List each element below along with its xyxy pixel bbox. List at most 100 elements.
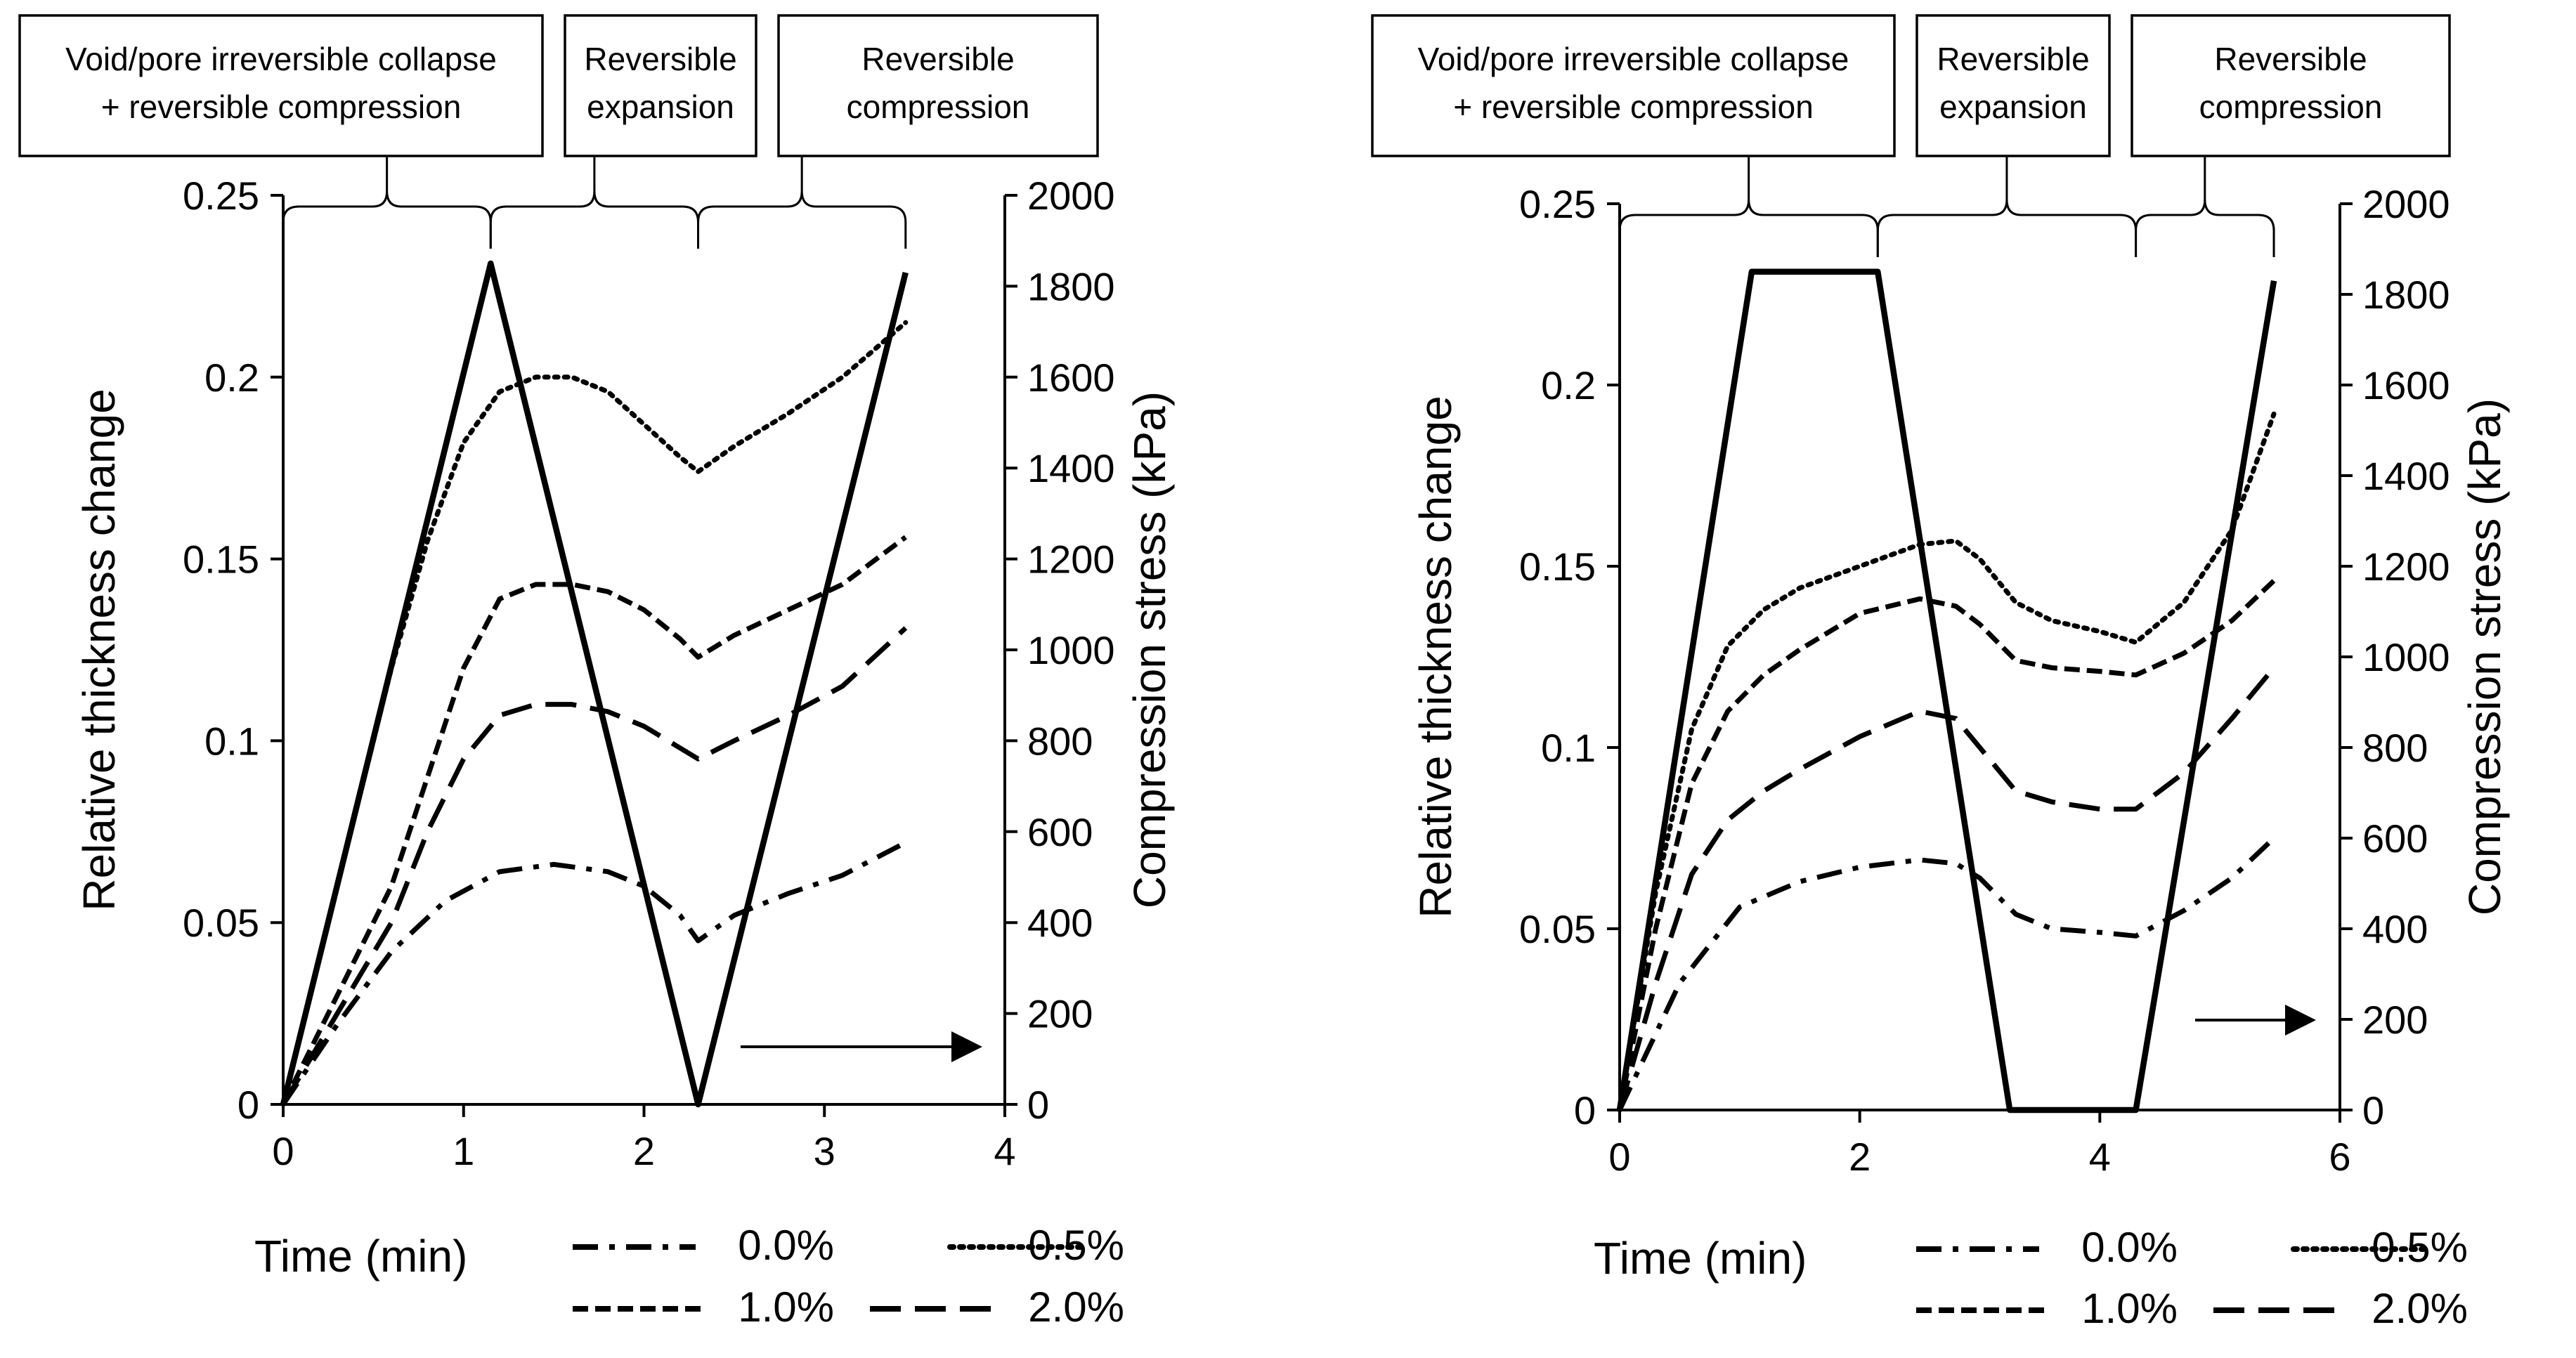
y-tick-label: 0.25 xyxy=(1519,182,1596,226)
phase-box xyxy=(1371,14,1896,157)
legend-label: 1.0% xyxy=(2081,1285,2178,1332)
phase-brace xyxy=(2135,199,2275,257)
series-line-10 xyxy=(280,535,907,1106)
y2-tick-label: 400 xyxy=(1027,901,1093,945)
y2-axis-title: Compression stress (kPa) xyxy=(2459,398,2510,915)
legend: 0.0% 0.5% 1.0% 2.0% xyxy=(573,1222,1124,1331)
y2-tick-label: 1600 xyxy=(2362,363,2450,407)
y2-tick-label: 1200 xyxy=(2362,544,2450,589)
phase-brace xyxy=(697,190,907,249)
y2-tick-label: 1600 xyxy=(1027,355,1115,400)
chart-panel-1: 0 1 2 3 400.050.10.150.20.250200400600800100… xyxy=(18,14,1175,1331)
phase-box xyxy=(777,14,1099,157)
y2-tick-label: 800 xyxy=(2362,726,2428,770)
legend-label: 2.0% xyxy=(1028,1284,1124,1331)
phase-label: compression xyxy=(847,89,1030,125)
y2-tick-label: 200 xyxy=(1027,992,1093,1036)
y-tick-label: 0.05 xyxy=(183,901,259,945)
series-line-20 xyxy=(1617,666,2276,1111)
legend-label: 0.5% xyxy=(2372,1224,2468,1271)
y-tick-label: 0.15 xyxy=(183,537,259,582)
y2-tick-label: 1200 xyxy=(1027,537,1115,582)
series-line-00 xyxy=(281,840,907,1106)
chart-panel-2: 0 2 4 600.050.10.150.20.2502004006008001000… xyxy=(1371,14,2510,1332)
y2-tick-label: 200 xyxy=(2362,998,2428,1042)
y-tick-label: 0 xyxy=(1574,1088,1596,1132)
y-tick-label: 0.2 xyxy=(204,355,259,400)
phase-label: + reversible compression xyxy=(1453,89,1814,125)
phase-box xyxy=(1915,14,2111,157)
y-axis-title: Relative thickness change xyxy=(74,389,124,911)
y-tick-label: 0.1 xyxy=(1541,726,1596,770)
x-tick-label: 4 xyxy=(2089,1135,2111,1179)
legend-label: 0.5% xyxy=(1028,1222,1124,1269)
y2-tick-label: 1400 xyxy=(2362,454,2450,498)
x-tick-label: 2 xyxy=(1849,1135,1871,1179)
phase-label: Reversible xyxy=(1937,41,2089,77)
y2-tick-label: 2000 xyxy=(2362,182,2450,226)
series-line-compression-stress xyxy=(1616,268,2277,1114)
y2-tick-label: 1800 xyxy=(2362,273,2450,317)
y-tick-label: 0.25 xyxy=(183,174,259,218)
y-tick-label: 0.2 xyxy=(1541,363,1596,407)
y2-tick-label: 0 xyxy=(2362,1088,2384,1132)
series-line-compression-stress xyxy=(280,260,909,1108)
phase-annotation: Void/pore irreversible collapse + reversi… xyxy=(18,14,544,249)
x-tick-label: 6 xyxy=(2329,1135,2350,1179)
phase-annotation: Reversible compression xyxy=(697,14,1099,249)
series-line-05 xyxy=(1617,411,2277,1113)
phase-annotation: Void/pore irreversible collapse + reversi… xyxy=(1371,14,1896,257)
y2-tick-label: 600 xyxy=(2362,816,2428,861)
y2-tick-label: 800 xyxy=(1027,719,1093,763)
x-tick-label: 2 xyxy=(633,1129,655,1173)
y-tick-label: 0.1 xyxy=(204,719,259,763)
phase-box xyxy=(2131,14,2451,157)
y-axis-title: Relative thickness change xyxy=(1410,396,1461,918)
x-tick-label: 4 xyxy=(994,1129,1015,1173)
phase-label: expansion xyxy=(587,89,734,125)
x-axis-title: Time (min) xyxy=(1594,1233,1807,1284)
y2-tick-label: 2000 xyxy=(1027,174,1115,218)
phase-label: expansion xyxy=(1939,89,2087,125)
y2-tick-label: 0 xyxy=(1027,1083,1049,1127)
legend: 0.0% 0.5% 1.0% 2.0% xyxy=(1916,1224,2468,1332)
phase-label: compression xyxy=(2199,89,2383,125)
series-line-20 xyxy=(280,626,908,1106)
y-tick-label: 0 xyxy=(238,1083,259,1127)
y2-axis-title: Compression stress (kPa) xyxy=(1124,391,1175,908)
legend-label: 1.0% xyxy=(738,1284,834,1331)
y-tick-label: 0.05 xyxy=(1519,907,1596,951)
series-line-10 xyxy=(1617,579,2276,1111)
phase-annotation: Reversible expansion xyxy=(489,14,757,249)
x-tick-label: 3 xyxy=(814,1129,835,1173)
y2-tick-label: 1000 xyxy=(2362,635,2450,679)
legend-label: 0.0% xyxy=(2081,1224,2178,1271)
x-axis-title: Time (min) xyxy=(254,1231,467,1281)
phase-brace xyxy=(1618,199,1879,257)
y2-tick-label: 600 xyxy=(1027,810,1093,854)
legend-label: 0.0% xyxy=(738,1222,834,1269)
phase-label: Reversible xyxy=(2214,41,2367,77)
phase-box xyxy=(18,14,544,157)
series-line-05 xyxy=(280,320,909,1107)
phase-label: Reversible xyxy=(584,41,736,77)
y2-tick-label: 1400 xyxy=(1027,446,1115,490)
y-tick-label: 0.15 xyxy=(1519,544,1596,589)
phase-brace xyxy=(489,190,700,249)
phase-box xyxy=(564,14,757,157)
y2-tick-label: 1800 xyxy=(1027,264,1115,308)
x-tick-label: 0 xyxy=(272,1129,294,1173)
x-tick-label: 1 xyxy=(453,1129,474,1173)
legend-label: 2.0% xyxy=(2372,1285,2468,1332)
phase-annotation: Reversible expansion xyxy=(1876,14,2138,257)
y2-tick-label: 400 xyxy=(2362,907,2428,951)
phase-annotation: Reversible compression xyxy=(2131,14,2451,257)
phase-label: Void/pore irreversible collapse xyxy=(1418,41,1849,77)
right-axis-arrow-head xyxy=(2285,1005,2316,1036)
y2-tick-label: 1000 xyxy=(1027,628,1115,672)
phase-label: Reversible xyxy=(861,41,1014,77)
phase-brace xyxy=(1876,199,2138,257)
phase-label: + reversible compression xyxy=(101,89,462,125)
phase-brace xyxy=(282,190,492,249)
